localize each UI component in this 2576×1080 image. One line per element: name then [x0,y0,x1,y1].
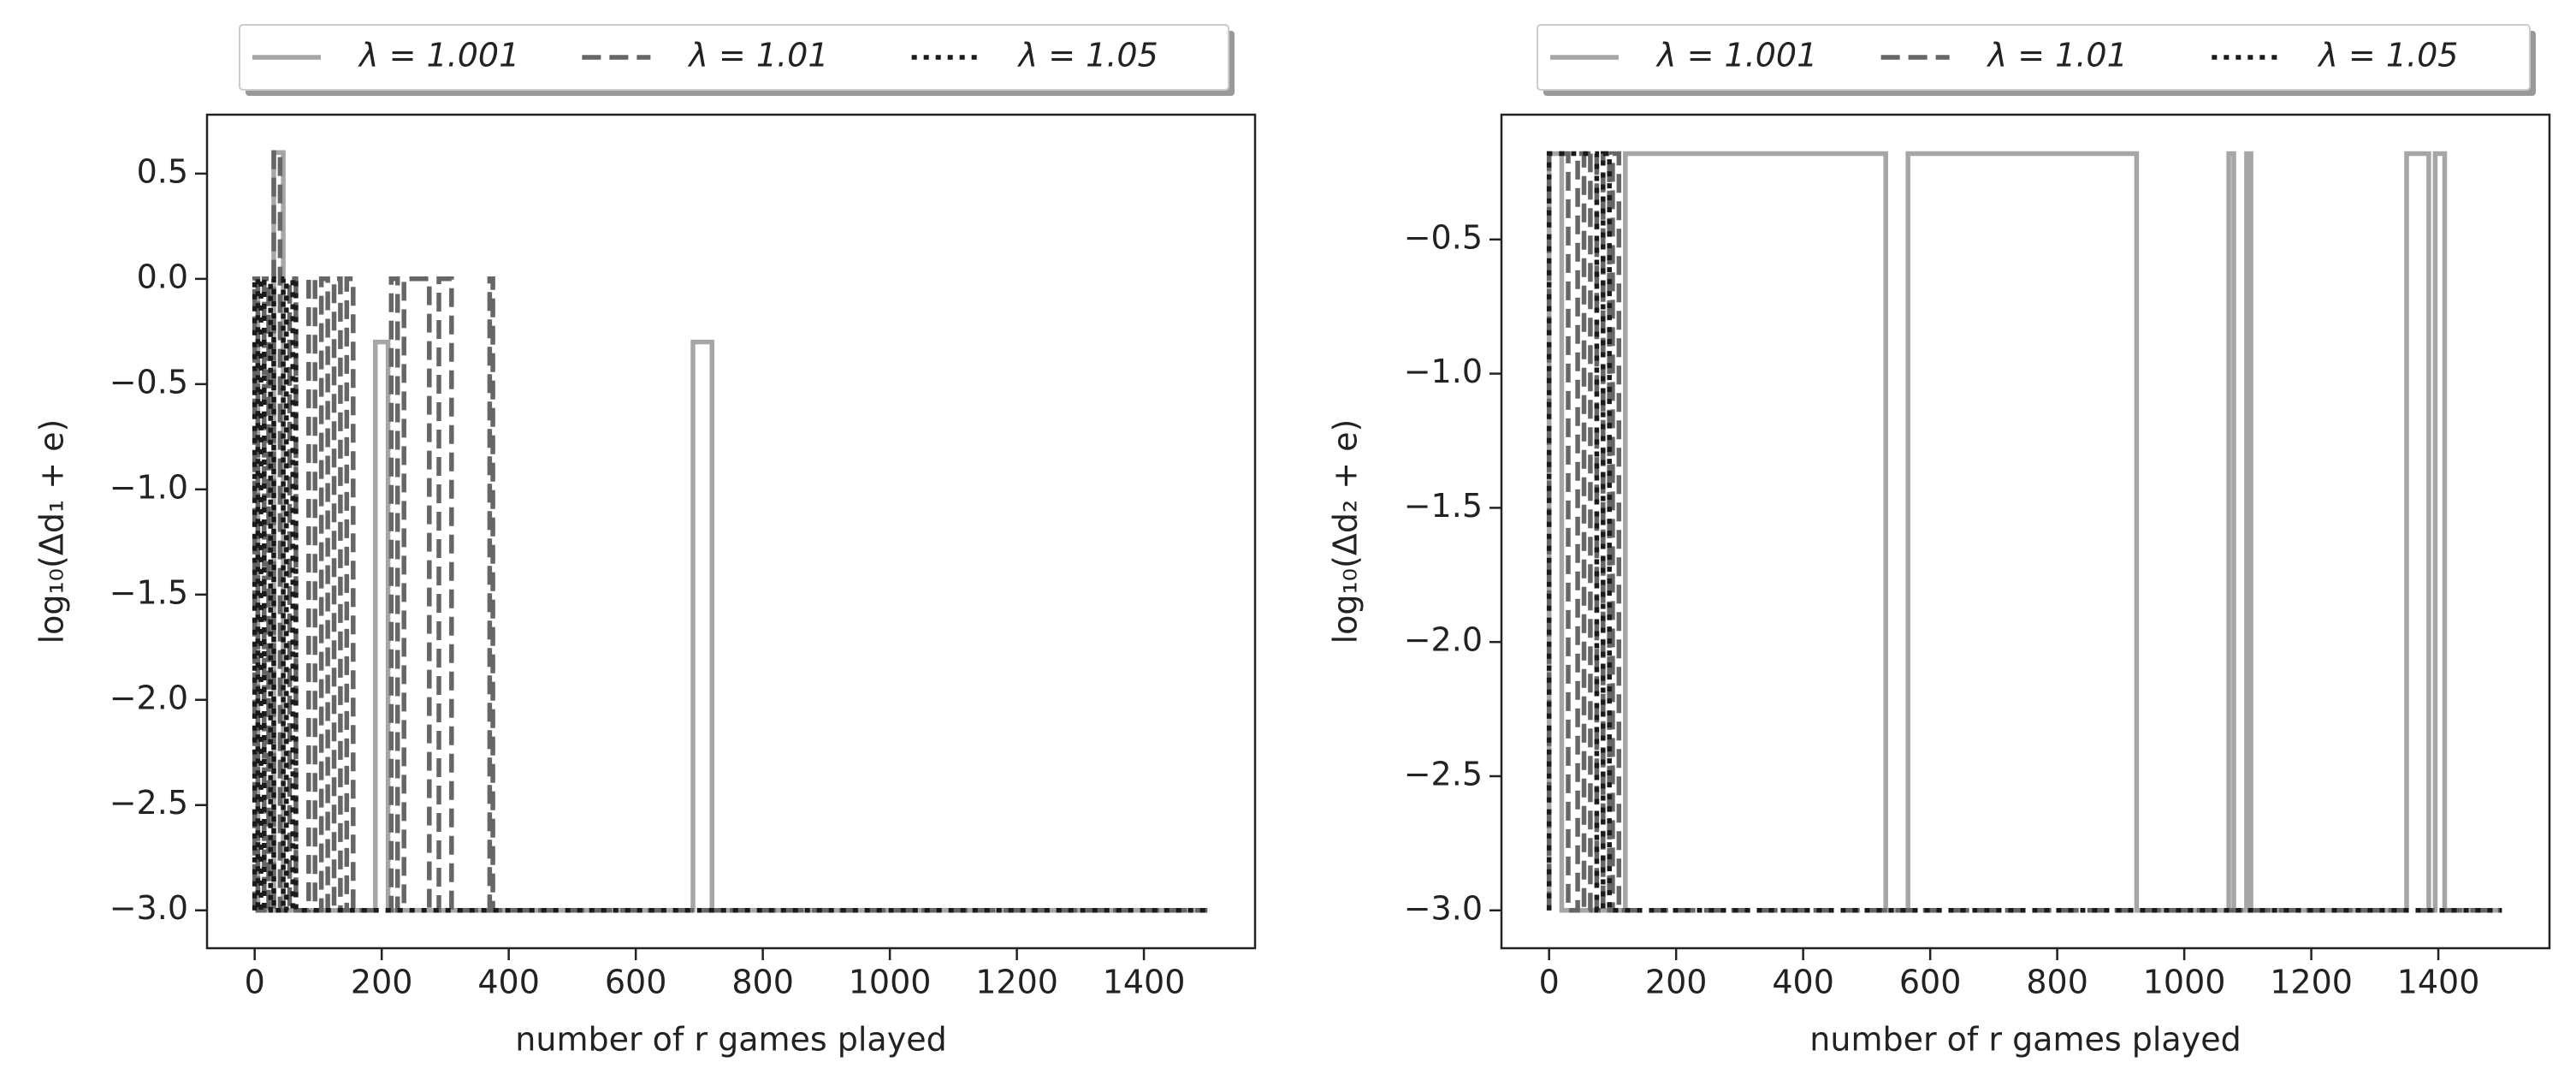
x-tick-label: 1200 [975,964,1058,1001]
legend-label: λ = 1.05 [1017,37,1158,74]
legend-box [239,24,1229,91]
y-tick-label: −0.5 [110,363,188,401]
legend-label: λ = 1.001 [358,37,519,74]
series-line [1546,151,2502,913]
x-axis-label: number of r games played [515,1021,946,1059]
legend-label: λ = 1.05 [2317,37,2458,74]
series-line [252,276,1208,913]
x-tick-label: 600 [605,964,667,1001]
x-tick-label: 200 [1645,964,1708,1001]
y-tick-label: −2.5 [110,784,188,822]
y-tick-label: −1.0 [110,468,188,506]
y-tick-label: −1.5 [110,573,188,611]
legend-label: λ = 1.01 [1987,37,2128,74]
x-tick-label: 1200 [2270,964,2353,1001]
series-line [1546,151,2502,913]
x-tick-label: 0 [1539,964,1560,1001]
x-axis-label: number of r games played [1809,1021,2241,1059]
legend-box [1537,24,2531,91]
legend: λ = 1.001 λ = 1.01 λ = 1.05 [1537,24,2536,96]
legend-label: λ = 1.01 [687,37,828,74]
x-tick-label: 400 [477,964,540,1001]
y-tick-label: −1.0 [1404,353,1483,390]
axes-frame [205,113,1257,950]
y-tick-label: −2.5 [1404,755,1483,792]
y-axis-label: log₁₀(Δd₂ + e) [1327,419,1365,644]
x-tick-label: 1400 [1103,964,1186,1001]
plot [252,150,1208,913]
x-tick-label: 800 [2026,964,2088,1001]
x-tick-label: 200 [351,964,413,1001]
legend-label: λ = 1.001 [1655,37,1817,74]
x-tick-label: 800 [731,964,794,1001]
series-line [252,150,1208,913]
y-tick-label: −2.0 [1404,621,1483,659]
plot [1546,151,2502,913]
y-tick-label: −0.5 [1404,218,1483,256]
legend: λ = 1.001 λ = 1.01 λ = 1.05 [239,24,1235,96]
y-tick-label: −1.5 [1404,487,1483,525]
y-axis-label: log₁₀(Δd₁ + e) [33,419,71,644]
axes-frame [1500,113,2551,950]
x-tick-label: 600 [1899,964,1962,1001]
x-tick-label: 1400 [2397,964,2480,1001]
x-tick-label: 400 [1772,964,1834,1001]
y-tick-label: −3.0 [1404,889,1483,927]
y-tick-label: −2.0 [110,679,188,716]
x-tick-label: 1000 [849,964,932,1001]
x-tick-label: 1000 [2143,964,2226,1001]
y-tick-label: −3.0 [110,889,188,927]
series-line [1546,151,2502,913]
y-tick-label: 0.5 [137,152,188,190]
x-tick-label: 0 [245,964,265,1001]
y-tick-label: 0.0 [137,258,188,295]
